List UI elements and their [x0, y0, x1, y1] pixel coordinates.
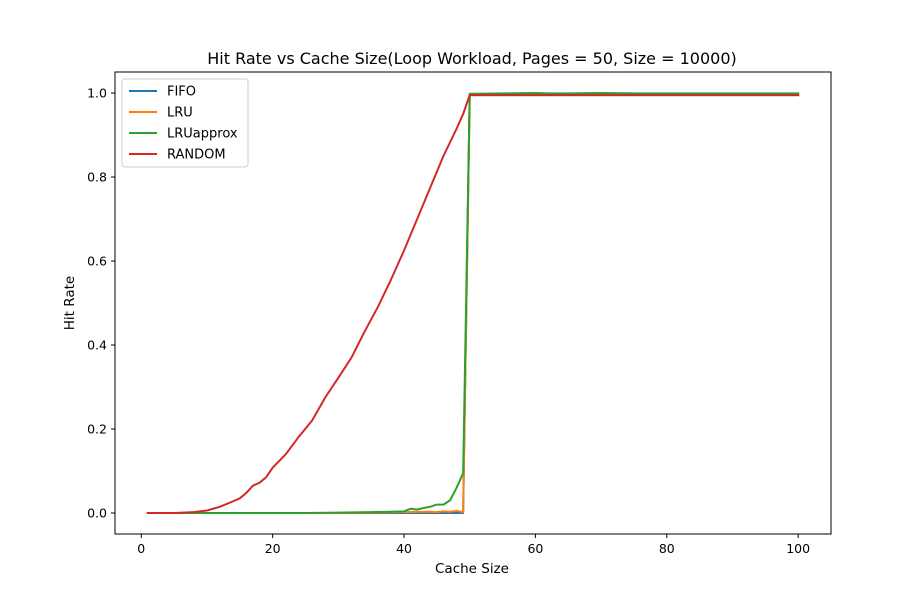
legend-label-fifo: FIFO	[167, 85, 196, 100]
x-tick-label: 80	[659, 541, 675, 556]
series-line-random	[146, 94, 800, 514]
y-tick-label: 0.6	[87, 254, 107, 269]
x-tick-label: 40	[396, 541, 412, 556]
chart-title: Hit Rate vs Cache Size(Loop Workload, Pa…	[207, 49, 737, 68]
y-tick-label: 0.0	[87, 506, 107, 521]
x-tick-label: 0	[137, 541, 145, 556]
y-axis-label: Hit Rate	[62, 276, 78, 330]
x-tick-label: 20	[265, 541, 281, 556]
legend-label-lru: LRU	[167, 106, 193, 121]
x-axis-label: Cache Size	[435, 561, 509, 577]
series-line-lruapprox	[146, 92, 800, 514]
legend-frame	[121, 78, 249, 168]
legend-label-random: RANDOM	[167, 148, 226, 163]
series-lines	[146, 92, 800, 514]
y-tick-label: 0.8	[87, 170, 107, 185]
y-tick-label: 0.2	[87, 422, 107, 437]
plot-frame	[114, 71, 832, 535]
y-tick-label: 1.0	[87, 86, 107, 101]
y-axis: 0.0 0.2 0.4 0.6 0.8 1.0	[87, 86, 115, 521]
plot-area	[114, 71, 832, 535]
legend: FIFO LRU LRUapprox RANDOM	[121, 78, 249, 168]
x-axis: 0 20 40 60 80 100	[137, 534, 810, 556]
legend-label-lruapprox: LRUapprox	[167, 127, 238, 142]
x-tick-label: 60	[527, 541, 543, 556]
x-tick-label: 100	[786, 541, 810, 556]
y-tick-label: 0.4	[87, 338, 107, 353]
